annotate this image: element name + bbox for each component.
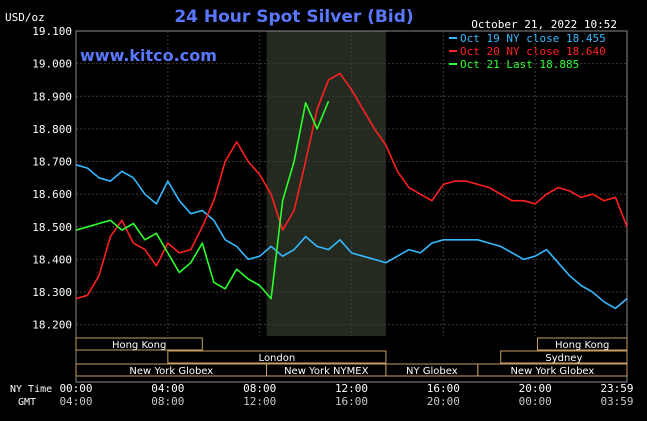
grid-lines [75,30,628,383]
x-tick-label-ny: 08:00 [243,382,276,395]
session-label: New York Globex [129,366,213,377]
session-label: New York Globex [510,366,594,377]
x-tick-label-ny: 16:00 [427,382,460,395]
legend: Oct 19 NY close 18.455 Oct 20 NY close 1… [449,32,606,71]
session-label: NY Globex [406,366,458,377]
session-label: New York NYMEX [284,366,369,377]
series-line [75,100,330,300]
series-line [75,164,628,310]
watermark: www.kitco.com [80,46,217,65]
unit-label: USD/oz [5,11,45,24]
legend-entry-oct21: Oct 21 Last 18.885 [460,58,579,71]
chart-title: 24 Hour Spot Silver (Bid) [174,7,413,27]
x-tick-label-gmt: 04:00 [59,395,92,408]
ny-time-label: NY Time [10,384,52,395]
y-tick-label: 18.500 [32,221,72,234]
session-label: Hong Kong [555,340,609,351]
session-label: Sydney [545,353,582,364]
x-tick-label-ny: 00:00 [59,382,92,395]
y-tick-label: 18.600 [32,188,72,201]
session-bar [385,363,479,377]
x-tick-label-ny: 12:00 [335,382,368,395]
session-label: Hong Kong [112,340,166,351]
x-tick-label-ny: 23:59 [600,382,633,395]
legend-entry-oct20: Oct 20 NY close 18.640 [460,45,606,58]
plot-border [75,30,628,383]
y-tick-label: 19.100 [32,25,72,38]
y-tick-label: 19.000 [32,58,72,71]
gmt-label: GMT [18,397,36,408]
x-tick-label-gmt: 00:00 [519,395,552,408]
y-axis-ticks: 19.100 19.000 18.900 18.800 18.700 18.600 18.5… [32,25,72,332]
shaded-session-region [266,31,386,336]
session-label: London [259,353,296,364]
x-tick-label-ny: 04:00 [151,382,184,395]
y-tick-label: 18.900 [32,90,72,103]
y-tick-label: 18.800 [32,123,72,136]
session-bar [167,350,387,364]
series-lines [75,72,628,310]
x-tick-label-gmt: 16:00 [335,395,368,408]
legend-entry-oct19: Oct 19 NY close 18.455 [460,32,606,45]
y-tick-label: 18.200 [32,319,72,332]
session-bars: Hong Kong Hong Kong London Sydney New York G… [75,337,628,377]
y-tick-label: 18.400 [32,253,72,266]
y-tick-label: 18.300 [32,286,72,299]
x-tick-label-gmt: 12:00 [243,395,276,408]
session-bar [536,337,628,351]
y-tick-label: 18.700 [32,156,72,169]
x-tick-label-gmt: 03:59 [600,395,633,408]
session-bar [75,337,203,351]
x-tick-label-gmt: 08:00 [151,395,184,408]
timestamp: October 21, 2022 10:52 [471,18,617,31]
x-tick-label-ny: 20:00 [519,382,552,395]
series-line [75,72,628,300]
session-bar [500,350,628,364]
x-tick-label-gmt: 20:00 [427,395,460,408]
x-axis-ticks: 00:0004:0004:0008:0008:0012:0012:0016:00… [59,382,633,408]
